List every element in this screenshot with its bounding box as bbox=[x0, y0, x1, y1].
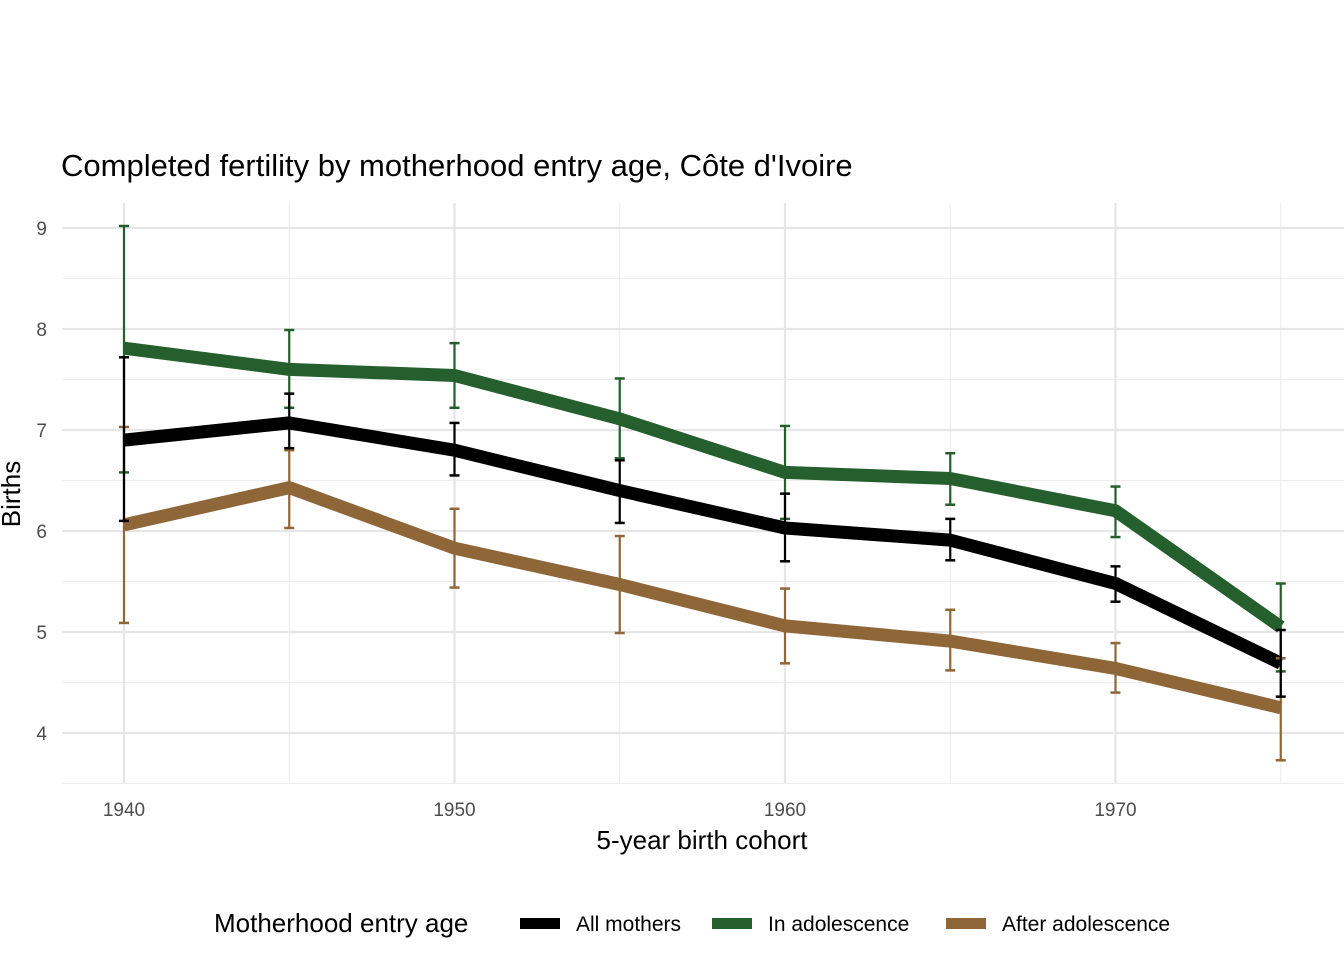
error-bar-all-mothers bbox=[284, 392, 295, 450]
y-tick-label: 4 bbox=[36, 724, 47, 745]
error-bar-all-mothers bbox=[1110, 565, 1121, 603]
legend-key-after-adolescence bbox=[946, 918, 986, 929]
error-bar-all-mothers bbox=[945, 517, 956, 562]
error-bar-in-adolescence bbox=[449, 341, 460, 410]
y-axis-title: Births bbox=[0, 461, 26, 527]
error-bars bbox=[119, 224, 1286, 762]
error-bar-after-adolescence bbox=[1110, 641, 1121, 694]
series-line-all-mothers bbox=[123, 416, 1284, 670]
series-line-after-adolescence bbox=[122, 481, 1283, 715]
error-bar-after-adolescence bbox=[614, 534, 625, 635]
y-tick-label: 8 bbox=[36, 320, 47, 341]
legend-key-in-adolescence bbox=[712, 918, 752, 929]
series-line-in-adolescence bbox=[123, 341, 1285, 633]
error-bar-all-mothers bbox=[119, 356, 129, 523]
y-tick-label: 9 bbox=[36, 219, 47, 240]
legend: Motherhood entry age All mothers In adole… bbox=[214, 908, 1170, 938]
legend-label-in-adolescence: In adolescence bbox=[768, 913, 909, 936]
error-bar-after-adolescence bbox=[945, 608, 956, 672]
error-bar-all-mothers bbox=[780, 492, 790, 563]
grid bbox=[62, 203, 1344, 785]
y-tick-label: 6 bbox=[36, 522, 47, 543]
error-bar-all-mothers bbox=[449, 421, 460, 477]
error-bar-in-adolescence bbox=[614, 377, 625, 460]
x-tick-label: 1970 bbox=[1094, 800, 1136, 821]
error-bar-in-adolescence bbox=[1110, 485, 1121, 539]
y-tick-label: 5 bbox=[36, 623, 47, 644]
x-tick-label: 1960 bbox=[764, 800, 806, 821]
x-tick-label: 1950 bbox=[433, 800, 475, 821]
series-lines bbox=[122, 341, 1285, 715]
error-bar-in-adolescence bbox=[945, 451, 956, 506]
error-bar-all-mothers bbox=[1275, 628, 1286, 698]
x-axis-title: 5-year birth cohort bbox=[597, 825, 809, 855]
legend-label-all-mothers: All mothers bbox=[576, 913, 681, 936]
y-tick-label: 7 bbox=[36, 421, 47, 442]
legend-title: Motherhood entry age bbox=[214, 908, 468, 938]
legend-label-after-adolescence: After adolescence bbox=[1002, 913, 1170, 936]
x-tick-label: 1940 bbox=[103, 800, 145, 821]
error-bar-after-adolescence bbox=[449, 507, 460, 589]
error-bar-after-adolescence bbox=[284, 448, 295, 530]
chart-title: Completed fertility by motherhood entry … bbox=[61, 148, 853, 183]
x-axis-ticks: 1940 1950 1960 1970 bbox=[103, 800, 1137, 821]
error-bar-after-adolescence bbox=[780, 587, 790, 665]
error-bar-all-mothers bbox=[614, 459, 625, 525]
y-axis-ticks: 4 5 6 7 8 9 bbox=[36, 219, 47, 745]
legend-key-all-mothers bbox=[520, 918, 560, 929]
